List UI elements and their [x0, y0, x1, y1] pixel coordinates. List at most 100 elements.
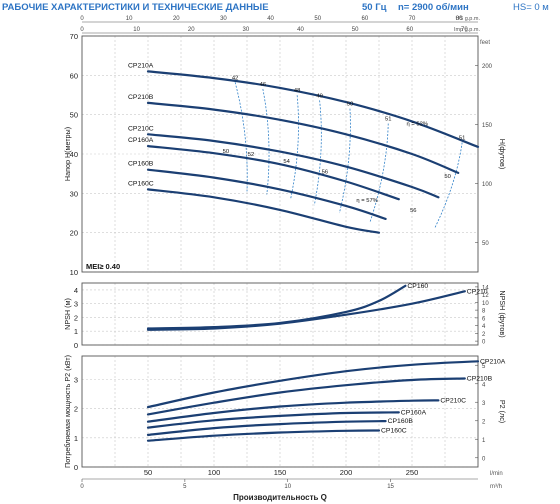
power-ylabel-right: P2 (лс) — [498, 400, 507, 423]
curve-cp210c — [146, 133, 440, 199]
impgpm-tick-label: 30 — [243, 27, 250, 33]
m3h-tick-label: 10 — [284, 484, 291, 490]
curve-cp160a — [146, 411, 400, 429]
curve-label-cp210b: CP210B — [467, 375, 493, 382]
efficiency-iso-line — [262, 88, 270, 195]
y-tick-label: 1 — [74, 327, 78, 336]
curve-label-cp160: CP160 — [407, 283, 428, 290]
right-tick-label: 12 — [482, 293, 489, 299]
x-tick-label: 200 — [340, 468, 353, 477]
curve-label-cp210a: CP210A — [480, 358, 506, 365]
right-tick-label: 4 — [482, 324, 486, 330]
power-ylabel: Потребляемая мощность P2 (кВт) — [63, 355, 72, 468]
npsh-ylabel-right: NPSH (футов) — [498, 290, 507, 337]
efficiency-iso-line — [290, 95, 299, 200]
curve-cp160b — [146, 420, 387, 436]
right-tick-label: 8 — [482, 309, 486, 315]
curve-label-cp210a: CP210A — [128, 62, 154, 69]
curve-label-cp210c: CP210C — [128, 125, 154, 132]
impgpm-tick-label: 20 — [188, 27, 195, 33]
usgpm-tick-label: 50 — [314, 16, 321, 22]
y-tick-label: 4 — [74, 286, 78, 295]
y-tick-label: 40 — [70, 150, 78, 159]
usgpm-tick-label: 60 — [362, 16, 369, 22]
usgpm-tick-label: 40 — [267, 16, 274, 22]
x-unit-m3h: m³/h — [490, 484, 502, 490]
right-tick-label: 1 — [482, 438, 486, 444]
efficiency-label: 52 — [248, 152, 254, 158]
efficiency-label: 46 — [260, 82, 266, 88]
npsh-ylabel: NPSH (м) — [63, 298, 72, 330]
curve-cp160a — [146, 145, 400, 201]
usgpm-tick-label: 0 — [80, 16, 84, 22]
efficiency-label: 51 — [459, 135, 465, 141]
efficiency-label: 56 — [322, 170, 328, 176]
npsh-frame — [81, 282, 479, 346]
efficiency-iso-line — [313, 100, 322, 206]
impgpm-tick-label: 70 — [461, 27, 468, 33]
curve-label-cp160a: CP160A — [401, 409, 427, 416]
y-tick-label: 3 — [74, 300, 78, 309]
efficiency-label: 56 — [410, 208, 416, 214]
efficiency-iso-line — [434, 142, 463, 229]
power-chart: 0 1 2 3 0 1 2 3 4 5 Потребляемая мощность P2 (кВт)… — [63, 355, 507, 502]
right-tick-label: 150 — [482, 123, 493, 129]
curve-cp210c — [146, 399, 440, 423]
head-frame — [81, 35, 479, 273]
usgpm-tick-label: 70 — [409, 16, 416, 22]
power-frame — [81, 355, 479, 468]
right-tick-label: 10 — [482, 301, 489, 307]
curve-cp210 — [146, 290, 466, 331]
curve-cp210b — [146, 377, 466, 416]
usgpm-tick-label: 30 — [220, 16, 227, 22]
x-tick-label: 100 — [208, 468, 221, 477]
x-axis-label: Производительность Q — [233, 493, 327, 502]
m3h-tick-label: 0 — [80, 484, 84, 490]
right-tick-label: 200 — [482, 64, 493, 70]
impgpm-unit: Imp g.p.m. — [454, 27, 480, 33]
curve-label-cp210c: CP210C — [440, 397, 466, 404]
usgpm-tick-label: 10 — [126, 16, 133, 22]
right-tick-label: 0 — [482, 340, 486, 346]
curve-label-cp160c: CP160C — [381, 427, 407, 434]
right-tick-label: 5 — [482, 364, 486, 370]
curve-cp210a — [146, 70, 480, 148]
usgpm-tick-label: 80 — [456, 16, 463, 22]
right-tick-label: 2 — [482, 419, 486, 425]
right-tick-label: 4 — [482, 382, 486, 388]
x-tick-label: 150 — [274, 468, 287, 477]
right-tick-label: 3 — [482, 401, 486, 407]
efficiency-label: 42 — [232, 75, 238, 81]
mei-badge: MEI≥ 0.40 — [86, 262, 120, 271]
efficiency-label: 50 — [223, 149, 229, 155]
y-tick-label: 70 — [70, 32, 78, 41]
suction-head-label: HS= 0 м — [513, 2, 549, 13]
y-tick-label: 60 — [70, 71, 78, 80]
efficiency-iso-line — [369, 123, 389, 223]
m3h-tick-label: 5 — [183, 484, 187, 490]
x-tick-label: 250 — [406, 468, 419, 477]
curve-cp210a — [146, 360, 480, 409]
efficiency-label: 50 — [347, 102, 353, 108]
y-tick-label: 20 — [70, 229, 78, 238]
y-tick-label: 0 — [74, 341, 78, 350]
impgpm-tick-label: 10 — [133, 27, 140, 33]
right-tick-label: 50 — [482, 241, 489, 247]
curve-cp160c — [146, 188, 381, 234]
head-ylabel: Напор H(метры) — [63, 127, 72, 181]
efficiency-label: 54 — [283, 159, 290, 165]
head-ylabel-right: H(футов) — [498, 139, 507, 169]
feet-unit: feet — [480, 40, 490, 46]
y-tick-label: 1 — [74, 434, 78, 443]
y-tick-label: 10 — [70, 268, 78, 277]
right-tick-label: 2 — [482, 332, 486, 338]
frequency-label: 50 Гц — [362, 2, 387, 13]
efficiency-label: 48 — [294, 88, 300, 94]
usgpm-tick-label: 20 — [173, 16, 180, 22]
impgpm-tick-label: 40 — [297, 27, 304, 33]
speed-label: n= 2900 об/мин — [398, 2, 469, 13]
impgpm-tick-label: 60 — [406, 27, 413, 33]
